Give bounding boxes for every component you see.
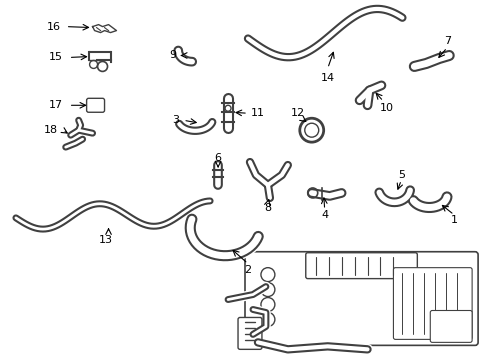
Text: 5: 5 xyxy=(398,170,405,180)
FancyBboxPatch shape xyxy=(87,98,104,112)
Text: 1: 1 xyxy=(451,215,458,225)
FancyBboxPatch shape xyxy=(393,268,472,339)
Text: 17: 17 xyxy=(49,100,63,110)
FancyBboxPatch shape xyxy=(245,252,478,345)
Text: 15: 15 xyxy=(49,53,63,63)
Text: 12: 12 xyxy=(291,108,305,118)
FancyBboxPatch shape xyxy=(306,253,417,279)
Text: 8: 8 xyxy=(264,203,271,213)
Text: 7: 7 xyxy=(443,36,451,46)
Text: 13: 13 xyxy=(98,235,113,245)
Text: 11: 11 xyxy=(251,108,265,118)
Text: 4: 4 xyxy=(321,210,328,220)
Text: 16: 16 xyxy=(47,22,61,32)
Text: 9: 9 xyxy=(170,50,177,60)
Text: 6: 6 xyxy=(215,153,221,163)
Text: 14: 14 xyxy=(320,73,335,84)
Text: 3: 3 xyxy=(172,115,179,125)
Text: 2: 2 xyxy=(245,265,251,275)
FancyBboxPatch shape xyxy=(238,318,262,349)
FancyBboxPatch shape xyxy=(430,310,472,342)
Text: 18: 18 xyxy=(44,125,58,135)
Text: 10: 10 xyxy=(379,103,393,113)
